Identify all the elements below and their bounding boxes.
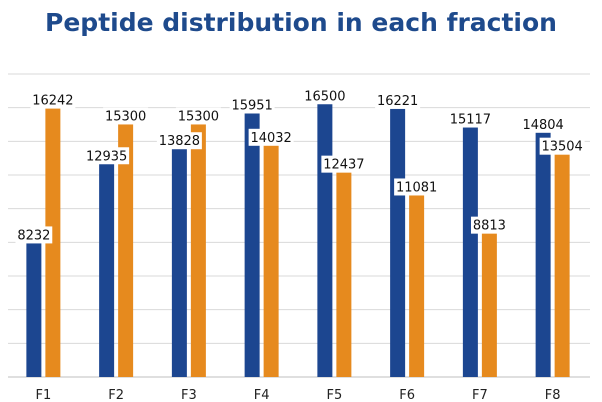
data-label-bg <box>156 132 202 150</box>
data-label-F7-series-2: 8813 <box>473 219 506 234</box>
bar-F3-series-1 <box>171 144 187 377</box>
data-label-F5-series-1: 16500 <box>304 89 345 104</box>
data-label-F3-series-2: 15300 <box>178 109 219 124</box>
bars <box>26 99 570 377</box>
data-label-bg <box>15 226 53 244</box>
data-label-F1-series-2: 16242 <box>32 94 73 109</box>
bar-F7-series-2 <box>481 228 497 377</box>
data-label-F4-series-1: 15951 <box>231 98 272 113</box>
data-label-F8-series-2: 13504 <box>541 140 582 155</box>
data-label-bg <box>321 155 367 173</box>
data-label-F2-series-2: 15300 <box>105 109 146 124</box>
data-label-F7-series-1: 15117 <box>450 113 491 128</box>
bar-F4-series-2 <box>263 140 279 377</box>
x-tick-label-F3: F3 <box>181 388 197 402</box>
data-label-bg <box>30 91 76 109</box>
x-tick-label-F2: F2 <box>108 388 124 402</box>
data-label-bg <box>539 137 585 155</box>
data-label-bg <box>470 216 508 234</box>
bar-F3-series-2 <box>190 119 206 377</box>
bar-F2-series-2 <box>118 119 134 377</box>
data-label-bg <box>520 115 566 133</box>
data-label-bg <box>375 91 421 109</box>
x-tick-label-F8: F8 <box>545 388 561 402</box>
bar-F5-series-2 <box>336 167 352 377</box>
x-tick-label-F4: F4 <box>254 388 270 402</box>
x-tick-label-F7: F7 <box>472 388 488 402</box>
bar-F1-series-2 <box>45 103 61 377</box>
x-tick-label-F5: F5 <box>327 388 343 402</box>
data-label-bg <box>84 147 130 165</box>
bar-F1-series-1 <box>26 238 42 377</box>
data-label-bg <box>103 107 149 125</box>
bar-F5-series-1 <box>317 99 333 377</box>
bar-F4-series-1 <box>244 108 260 377</box>
bar-F6-series-2 <box>409 190 425 377</box>
data-label-bg <box>302 87 348 105</box>
data-label-bg <box>175 107 221 125</box>
data-label-bg <box>229 96 275 114</box>
chart-title: Peptide distribution in each fraction <box>45 8 557 37</box>
bar-F8-series-2 <box>554 149 570 377</box>
data-label-bg <box>447 110 493 128</box>
data-label-F2-series-1: 12935 <box>86 149 127 164</box>
data-label-bg <box>394 178 440 196</box>
x-tick-label-F6: F6 <box>399 388 415 402</box>
bar-F8-series-1 <box>535 127 551 377</box>
data-label-F6-series-1: 16221 <box>377 94 418 109</box>
data-label-F3-series-1: 13828 <box>159 134 200 149</box>
data-label-F1-series-1: 8232 <box>17 228 50 243</box>
data-label-F8-series-1: 14804 <box>522 118 563 133</box>
data-label-F4-series-2: 14032 <box>250 131 291 146</box>
data-labels: 8232 16242 12935 15300 13828 15300 15951 14032 1… <box>15 87 585 244</box>
data-label-bg <box>248 128 294 146</box>
x-tick-labels: F1 F2 F3 F4 F5 F6 F7 F8 <box>36 388 561 402</box>
data-label-F6-series-2: 11081 <box>396 180 437 195</box>
bar-F2-series-1 <box>99 159 115 377</box>
x-tick-label-F1: F1 <box>36 388 52 402</box>
bar-F6-series-1 <box>390 103 406 377</box>
bar-F7-series-1 <box>462 122 478 377</box>
data-label-F5-series-2: 12437 <box>323 158 364 173</box>
